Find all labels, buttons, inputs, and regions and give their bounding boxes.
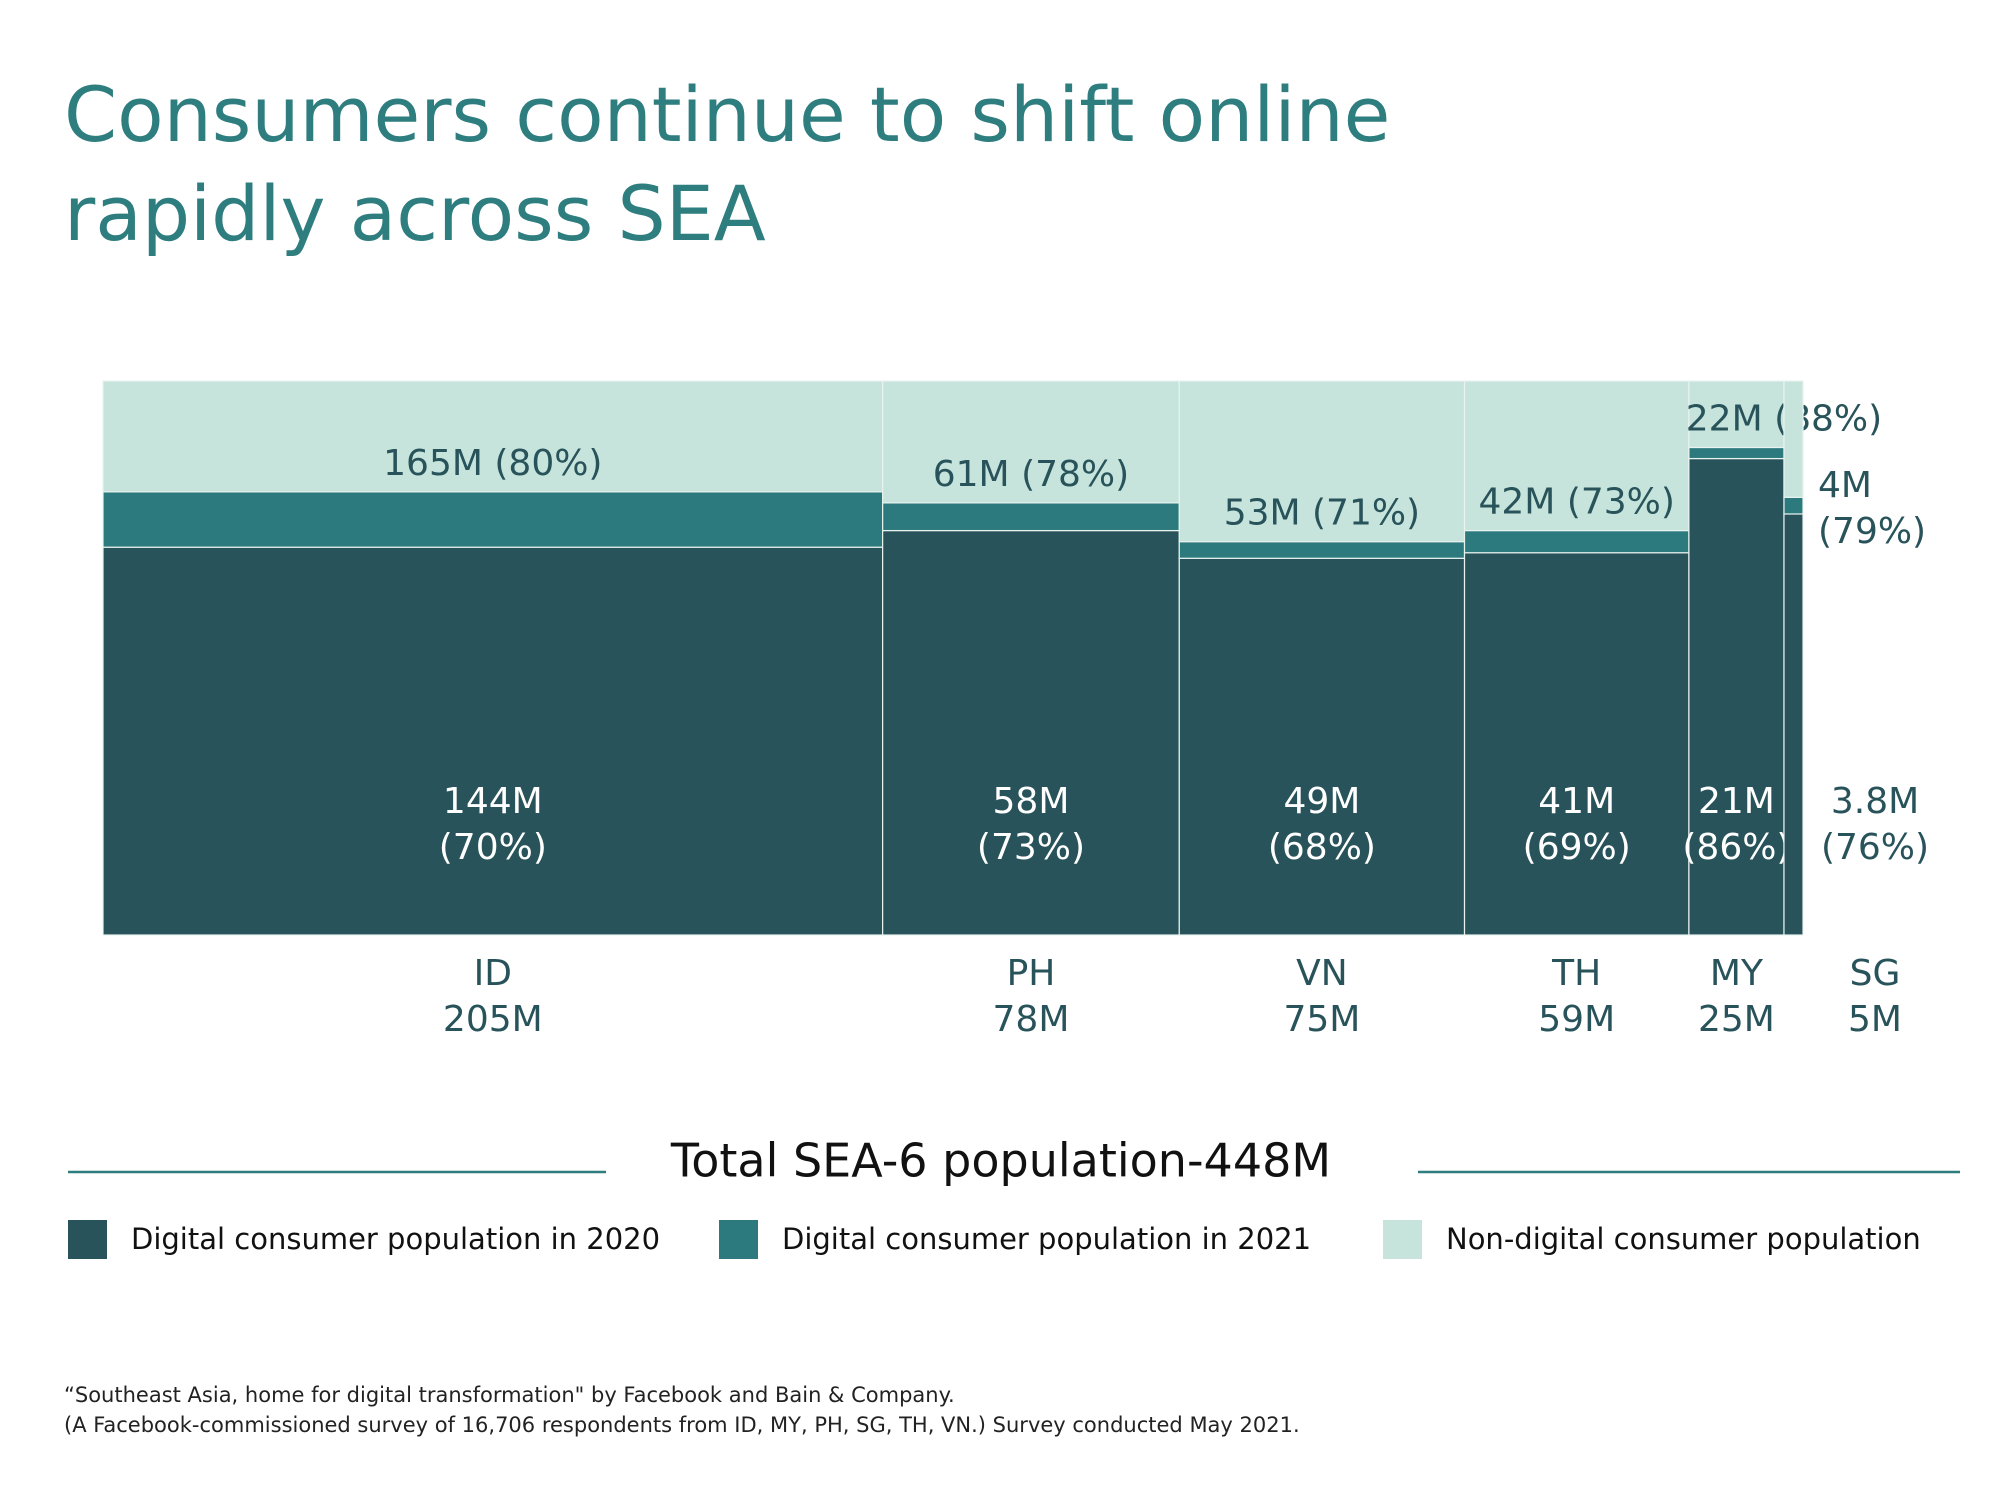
legend-label: Digital consumer population in 2020 [131,1222,660,1256]
segment [102,546,884,936]
segment-label: 144M [443,781,543,822]
segment-label: 21M [1698,781,1775,822]
segment [1463,529,1690,554]
segment [882,502,1180,532]
segment-label: 42M (73%) [1479,482,1675,523]
segment [1688,446,1785,460]
x-tick-label: ID [474,953,512,994]
segment-label: 58M [993,781,1070,822]
segment [1463,552,1690,936]
x-tick-label: 25M [1698,999,1775,1040]
segment-label: (73%) [977,827,1085,868]
segment-label: 53M (71%) [1224,493,1420,534]
x-tick-label: 5M [1848,999,1902,1040]
segment [1463,380,1690,532]
x-tick-label: 59M [1538,999,1615,1040]
legend-label: Digital consumer population in 2021 [782,1222,1311,1256]
x-tick-label: TH [1551,953,1601,994]
segment-label: (76%) [1821,827,1929,868]
segment [882,529,1180,936]
segment [1178,557,1466,936]
segment-label: (68%) [1268,827,1376,868]
segment [1178,541,1466,559]
chart-title: Consumers continue to shift online [64,70,1390,159]
segment [1783,496,1804,515]
legend-label: Non-digital consumer population [1446,1222,1921,1256]
x-tick-label: 78M [993,999,1070,1040]
x-tick-label: SG [1850,953,1901,994]
segment-label: 49M [1283,781,1360,822]
segment-label: (86%) [1682,827,1790,868]
footnote: (A Facebook-commissioned survey of 16,70… [64,1413,1300,1437]
segment [1783,380,1804,498]
total-label: Total SEA-6 population-448M [670,1134,1331,1188]
segment [1783,513,1804,936]
legend-swatch [1383,1220,1422,1259]
segment-label: 41M [1538,781,1615,822]
segment [102,491,884,548]
segment-label: (70%) [439,827,547,868]
x-tick-label: VN [1296,953,1348,994]
segment [1688,380,1785,449]
segment-label: 3.8M [1831,781,1919,822]
segment [102,380,884,493]
chart-title: rapidly across SEA [64,169,766,258]
x-tick-label: PH [1007,953,1056,994]
segment-label: 61M (78%) [933,454,1129,495]
segment-label: 165M (80%) [383,443,602,484]
legend-swatch [719,1220,758,1259]
segment-label: 4M [1818,465,1872,506]
legend-swatch [68,1220,107,1259]
segment-label: (79%) [1818,511,1926,552]
x-tick-label: MY [1710,953,1764,994]
segment [1178,380,1466,543]
segment [882,380,1180,504]
x-tick-label: 205M [443,999,543,1040]
x-tick-label: 75M [1283,999,1360,1040]
footnote: “Southeast Asia, home for digital transf… [64,1383,955,1407]
segment-label: (69%) [1523,827,1631,868]
